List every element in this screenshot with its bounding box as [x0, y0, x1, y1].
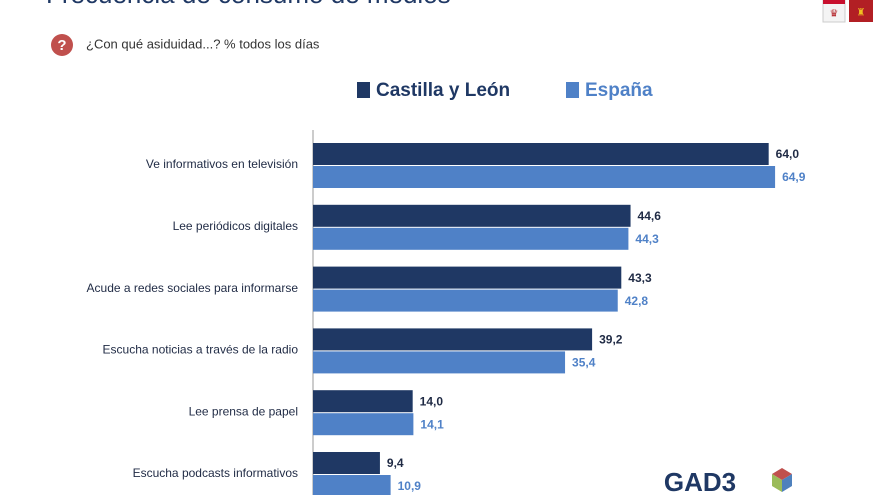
value-label: 64,0 [776, 147, 800, 161]
legend-label: España [585, 80, 653, 101]
value-label: 35,4 [572, 356, 596, 370]
value-label: 44,6 [638, 209, 662, 223]
legend-swatch [566, 82, 579, 98]
question-icon: ? [51, 34, 73, 56]
subtitle: ¿Con qué asiduidad...? % todos los días [86, 36, 320, 51]
legend-label: Castilla y León [376, 80, 510, 101]
bar [313, 452, 380, 474]
value-label: 42,8 [625, 294, 649, 308]
category-label: Escucha podcasts informativos [133, 466, 298, 480]
value-label: 14,1 [420, 417, 444, 431]
logo-cube [772, 468, 792, 492]
value-label: 10,9 [398, 479, 422, 493]
svg-text:♛: ♛ [830, 9, 839, 20]
bar [313, 413, 414, 436]
value-label: 64,9 [782, 170, 806, 184]
category-label: Lee prensa de papel [189, 404, 298, 418]
bar [313, 143, 769, 165]
logo: GAD3 [664, 467, 736, 495]
svg-text:♜: ♜ [857, 8, 866, 19]
value-label: 44,3 [635, 232, 659, 246]
svg-text:?: ? [57, 37, 66, 54]
bar [313, 266, 622, 289]
legend-swatch [357, 82, 370, 98]
bar [313, 227, 629, 250]
bar [313, 351, 566, 374]
bar [313, 328, 593, 351]
category-label: Acude a redes sociales para informarse [87, 281, 299, 295]
flag: ♛ ♜ [822, 0, 873, 23]
value-label: 9,4 [387, 456, 404, 470]
category-label: Escucha noticias a través de la radio [103, 343, 299, 357]
value-label: 43,3 [628, 271, 652, 285]
bar [313, 475, 391, 495]
value-label: 14,0 [420, 394, 444, 408]
bar [313, 204, 631, 227]
bar [313, 166, 776, 188]
bar [313, 390, 413, 413]
bar [313, 289, 618, 312]
category-label: Lee periódicos digitales [173, 219, 298, 233]
chart-title: Frecuencia de consumo de medios [46, 0, 451, 9]
value-label: 39,2 [599, 333, 623, 347]
category-label: Ve informativos en televisión [146, 157, 298, 171]
